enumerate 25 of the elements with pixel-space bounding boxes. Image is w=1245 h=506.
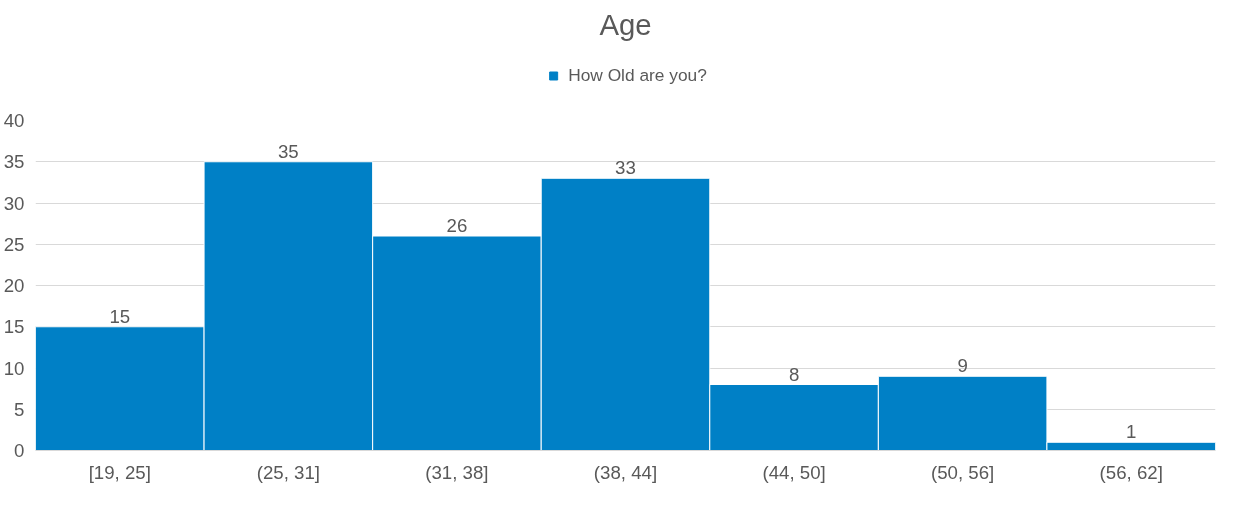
x-tick-label: [19, 25] [88, 461, 151, 483]
y-tick-label: 30 [3, 192, 25, 214]
x-tick-label: (25, 31] [256, 461, 320, 483]
data-label: 15 [109, 305, 131, 327]
x-tick-label: (38, 44] [593, 461, 658, 483]
y-tick-label: 10 [3, 357, 25, 379]
legend-label: How Old are you? [568, 64, 707, 86]
data-label: 9 [957, 355, 968, 377]
chart-title: Age [599, 7, 652, 41]
data-label: 33 [615, 157, 636, 179]
y-tick-label: 35 [3, 151, 25, 173]
data-label: 8 [788, 363, 800, 385]
x-tick-label: (50, 56] [931, 461, 995, 483]
y-tick-label: 40 [3, 110, 25, 131]
y-tick-label: 25 [3, 233, 25, 255]
y-tick-label: 20 [3, 275, 25, 296]
x-tick-label: (56, 62] [1099, 461, 1163, 483]
data-label: 35 [277, 140, 299, 162]
x-tick-label: (44, 50] [762, 461, 826, 483]
y-tick-label: 5 [14, 398, 25, 420]
y-tick-label: 15 [3, 316, 25, 338]
data-label: 1 [1126, 421, 1137, 443]
data-label: 26 [446, 215, 468, 236]
y-tick-label: 0 [14, 440, 25, 461]
x-tick-label: (31, 38] [425, 461, 489, 483]
